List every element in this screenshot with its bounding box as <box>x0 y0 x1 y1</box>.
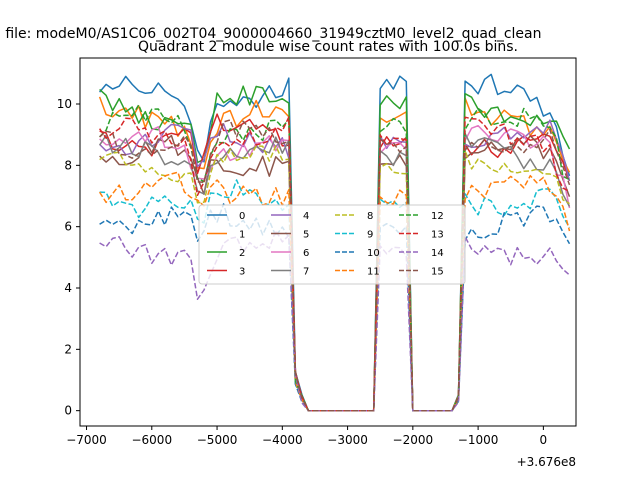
legend-label: 11 <box>367 267 380 278</box>
legend-label: 3 <box>239 267 245 278</box>
legend-label: 13 <box>431 230 444 241</box>
legend-label: 15 <box>431 267 444 278</box>
x-tick-label: −7000 <box>66 433 107 447</box>
x-tick-label: −5000 <box>197 433 238 447</box>
legend-label: 12 <box>431 211 444 222</box>
y-tick-label: 2 <box>64 342 72 356</box>
axes-frame <box>79 57 577 427</box>
series-line-8 <box>99 145 570 412</box>
x-tick-label: −2000 <box>393 433 434 447</box>
y-tick-label: 4 <box>64 281 72 295</box>
x-tick-label: −3000 <box>327 433 368 447</box>
x-tick-label: −6000 <box>131 433 172 447</box>
figure-suptitle: n file: modeM0/AS1C06_002T04_9000004660_… <box>0 26 541 42</box>
legend-label: 7 <box>303 267 309 278</box>
legend-label: 5 <box>303 230 309 241</box>
y-tick-label: 8 <box>64 158 72 172</box>
series-layer <box>98 73 571 412</box>
x-tick-label: 0 <box>540 433 548 447</box>
x-tick-label: −4000 <box>262 433 303 447</box>
legend-label: 2 <box>239 248 245 259</box>
y-tick-label: 6 <box>64 220 72 234</box>
legend-label: 14 <box>431 248 444 259</box>
series-line-15 <box>99 119 571 412</box>
legend-label: 8 <box>367 211 373 222</box>
x-axis: −7000 −6000 −5000 −4000 −3000 −2000 −1000 0 <box>66 426 547 447</box>
series-line-12 <box>99 104 570 412</box>
legend-label: 9 <box>367 230 373 241</box>
legend-box <box>198 204 466 285</box>
legend-label: 4 <box>303 211 309 222</box>
series-line-14 <box>99 229 570 412</box>
x-tick-label: −1000 <box>458 433 499 447</box>
y-tick-label: 0 <box>64 404 72 418</box>
chart-title: Quadrant 2 module wise count rates with … <box>138 39 518 55</box>
legend-label: 1 <box>239 230 245 241</box>
legend-label: 0 <box>239 211 245 222</box>
legend-label: 6 <box>303 248 309 259</box>
y-tick-label: 10 <box>57 97 72 111</box>
plot-area <box>79 57 577 427</box>
x-offset-label: +3.676e8 <box>517 455 576 469</box>
legend-label: 10 <box>367 248 380 259</box>
y-axis: 0 2 4 6 8 10 <box>57 97 80 418</box>
